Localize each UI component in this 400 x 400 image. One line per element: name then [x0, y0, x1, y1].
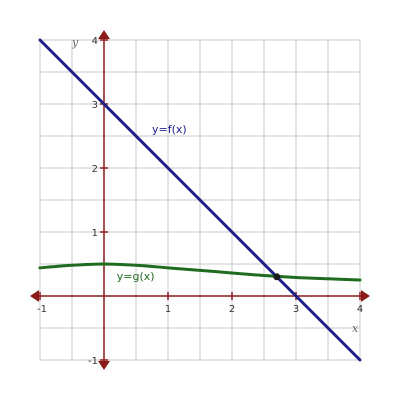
intersection-point — [273, 273, 281, 281]
x-tick-label: 3 — [293, 304, 299, 315]
x-axis-arrow-right — [361, 290, 370, 302]
x-axis-label: x — [352, 322, 359, 335]
series-label-f: y=f(x) — [152, 123, 187, 136]
y-axis-arrow-down — [98, 361, 110, 370]
x-tick-label: 2 — [229, 304, 235, 315]
x-axis-arrow-left — [30, 290, 39, 302]
series-group — [38, 38, 362, 362]
y-tick-label: 2 — [92, 164, 98, 175]
y-axis-arrow-up — [98, 30, 110, 39]
series-line-g — [38, 262, 362, 282]
tick-labels: -1 1 2 3 4 -1 1 2 3 4 — [37, 36, 363, 367]
y-axis-label: y — [71, 36, 79, 49]
y-tick-label: 3 — [92, 100, 98, 111]
y-tick-label: -1 — [88, 356, 98, 367]
y-tick-label: 1 — [92, 228, 98, 239]
x-tick-label: 4 — [357, 304, 363, 315]
x-tick-label: -1 — [37, 304, 47, 315]
y-tick-label: 4 — [92, 36, 98, 47]
axes — [30, 30, 370, 370]
series-label-g: y=g(x) — [117, 270, 155, 283]
series-line-f — [38, 38, 362, 362]
x-tick-label: 1 — [165, 304, 171, 315]
